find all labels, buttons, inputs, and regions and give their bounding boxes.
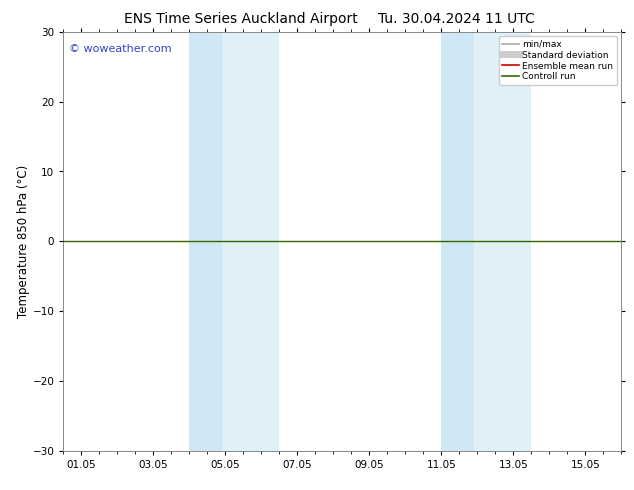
Bar <box>190 32 222 451</box>
Y-axis label: Temperature 850 hPa (°C): Temperature 850 hPa (°C) <box>16 165 30 318</box>
Legend: min/max, Standard deviation, Ensemble mean run, Controll run: min/max, Standard deviation, Ensemble me… <box>499 36 617 85</box>
Text: © woweather.com: © woweather.com <box>69 45 172 54</box>
Text: ENS Time Series Auckland Airport: ENS Time Series Auckland Airport <box>124 12 358 26</box>
Bar <box>441 32 474 451</box>
Text: Tu. 30.04.2024 11 UTC: Tu. 30.04.2024 11 UTC <box>378 12 535 26</box>
Bar <box>474 32 531 451</box>
Bar <box>222 32 280 451</box>
